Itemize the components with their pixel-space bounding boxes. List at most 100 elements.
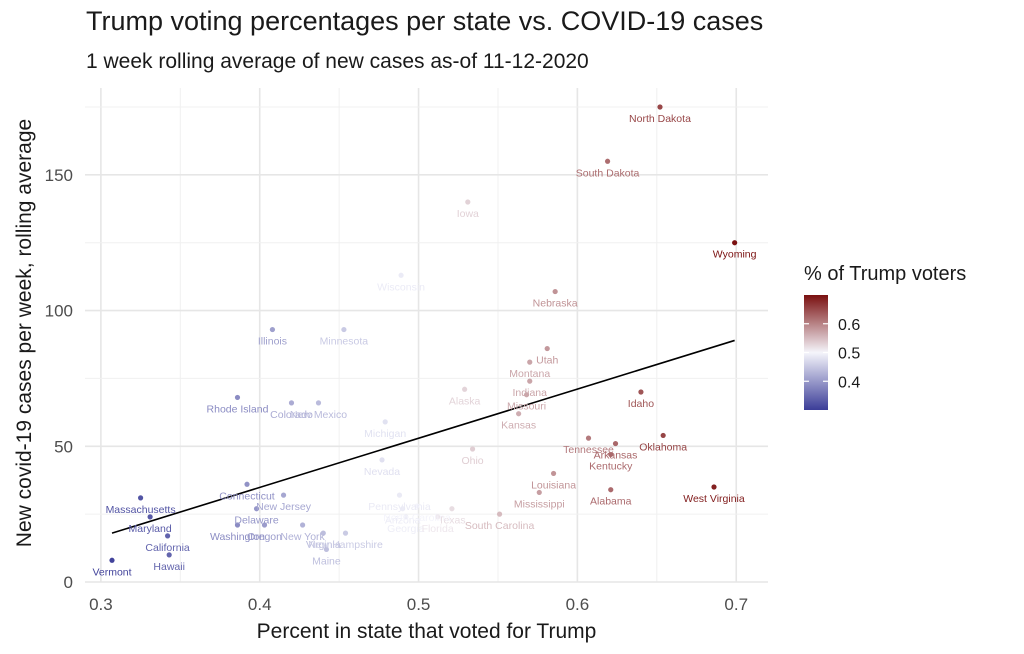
point-label: Michigan [364,428,406,440]
data-point [638,389,644,395]
data-point [261,522,268,528]
point-label: Arizona [385,515,421,527]
data-point [147,514,153,520]
point-label: Wisconsin [377,281,425,293]
data-point [552,288,558,295]
point-label: Oregon [247,531,282,543]
point-label: South Dakota [576,167,640,179]
data-point [234,522,241,528]
chart-subtitle: 1 week rolling average of new cases as-o… [86,50,589,73]
data-point [244,481,250,487]
point-label: Rhode Island [207,403,269,415]
chart-title: Trump voting percentages per state vs. C… [86,6,764,36]
point-label: Arkansas [594,450,638,462]
trend-line-group [111,339,735,534]
data-point [379,457,385,463]
point-label: Ohio [461,455,483,467]
color-legend: % of Trump voters 0.4 0.5 0.6 [804,263,966,410]
x-tick-label: 0.3 [89,595,113,614]
data-point [544,345,550,352]
x-tick-label: 0.5 [407,595,431,614]
point-label: Florida [422,523,454,535]
point-label: Missouri [507,401,546,413]
data-point [469,446,476,452]
data-point [608,451,614,458]
data-point [657,104,663,110]
data-point [523,392,530,398]
data-point [516,411,522,417]
point-label: Hawaii [153,561,185,573]
y-tick-label: 100 [45,302,73,321]
data-point [496,511,503,517]
data-point [137,495,144,501]
point-label: North Carolina [383,512,451,524]
axes: 0.3 0.4 0.5 0.6 0.7 0 50 100 150 Percent in state… [13,119,748,643]
point-label: Oklahoma [639,441,687,453]
point-label: Delaware [234,515,279,527]
data-point [608,487,614,493]
data-point [711,484,717,490]
data-point [527,359,533,365]
data-point [585,435,592,441]
data-point [732,240,738,246]
point-label: Idaho [628,398,654,410]
data-point [403,514,409,520]
data-point [269,326,276,333]
data-point [396,492,403,498]
point-label: Mississippi [514,498,565,510]
y-tick-label: 50 [54,437,73,456]
data-point [323,546,330,553]
data-point [166,552,172,558]
point-label: Kentucky [589,460,633,472]
point-label: Minnesota [320,336,369,348]
legend-title: % of Trump voters [804,263,966,285]
x-tick-label: 0.6 [566,595,590,614]
data-point [660,432,666,439]
point-label: Alabama [590,496,632,508]
point-label: North Dakota [629,113,691,125]
data-point [400,506,406,512]
point-label: Maine [312,555,341,567]
point-label: Massachusetts [106,504,176,516]
data-point [435,514,441,520]
point-label: Utah [536,355,558,367]
data-point [315,400,322,406]
point-label: Texas [438,515,465,527]
point-label: California [145,542,190,554]
point-label: Nevada [364,466,400,478]
point-label: Maryland [129,523,172,535]
point-label: West Virginia [683,493,745,505]
data-point [398,272,404,278]
data-point [253,506,260,512]
data-point [414,503,420,509]
x-tick-label: 0.4 [248,595,272,614]
data-point [612,440,619,447]
legend-tick-label: 0.4 [838,374,860,391]
data-point [320,530,326,536]
point-label: Connecticut [219,490,275,502]
legend-tick-label: 0.6 [838,317,860,334]
data-point [280,492,287,498]
point-label: New Mexico [290,409,347,421]
point-label: Pennsylvania [368,501,431,513]
data-point [550,470,557,477]
point-label: Wyoming [713,249,757,261]
data-point [234,394,241,401]
data-point [109,557,115,563]
point-label: Georgia [387,523,425,535]
data-point [604,158,611,164]
plot-grid [85,88,768,583]
point-label: Nebraska [533,298,578,310]
point-label: New Hampshire [308,539,383,551]
legend-tick-label: 0.5 [838,346,860,363]
y-axis-title: New covid-19 cases per week, rolling ave… [13,119,36,547]
point-label: South Carolina [465,520,535,532]
y-tick-label: 150 [45,166,73,185]
data-point [164,533,171,539]
point-labels: North Dakota South Dakota Iowa Wyoming Wisco… [92,113,756,578]
data-point [462,386,468,392]
data-points [109,104,738,563]
point-label: Kansas [501,420,536,432]
point-label: Iowa [457,208,479,220]
